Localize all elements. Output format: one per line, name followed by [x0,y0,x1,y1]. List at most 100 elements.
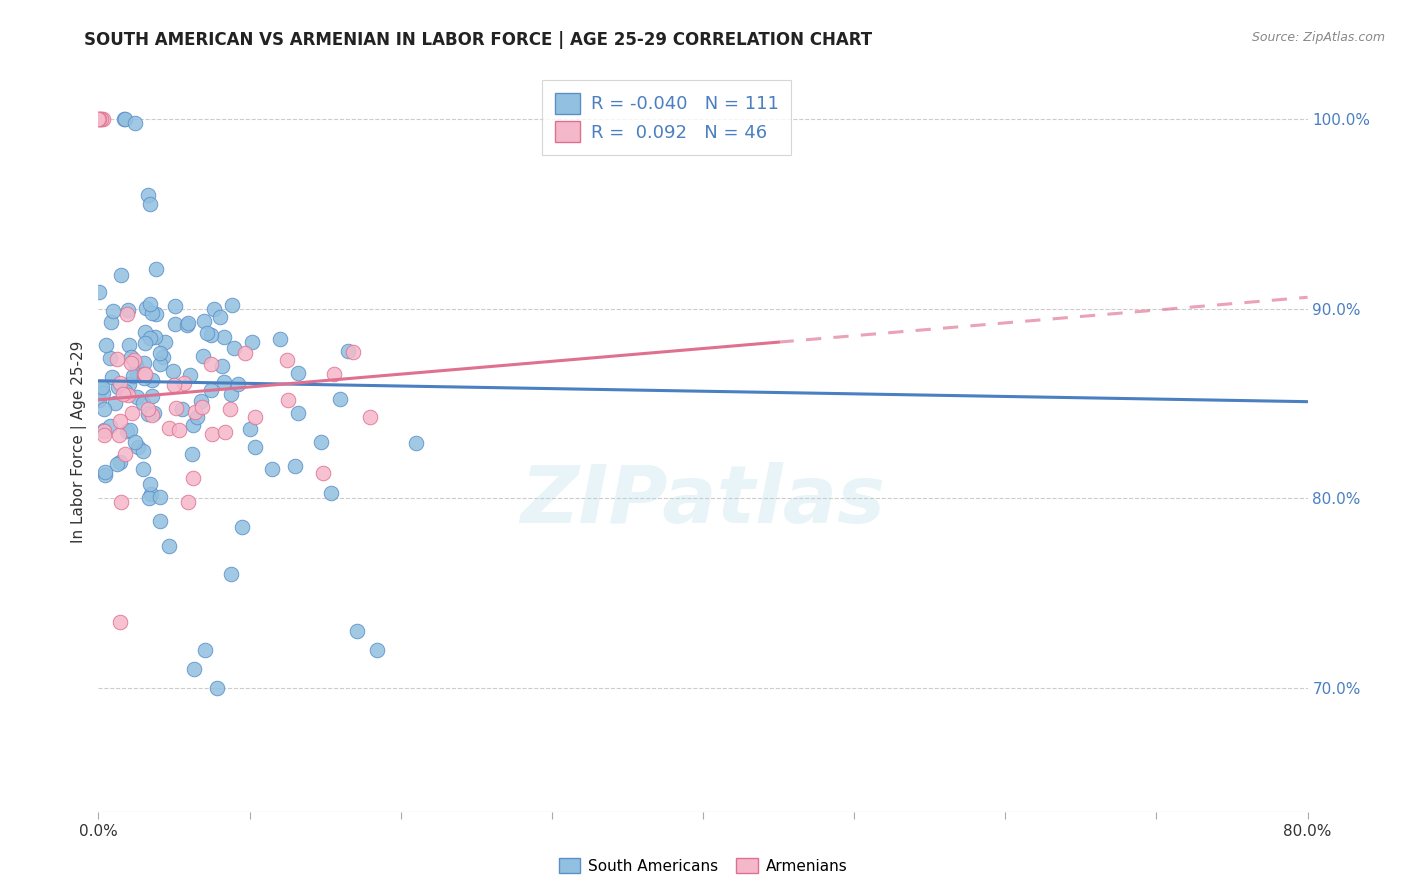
Point [240,334,263,349]
Point [105,351,128,366]
Point [139,297,162,311]
Point [181,471,204,485]
Point [90,380,112,394]
Point [112,112,135,126]
Point [96,338,118,352]
Point [212,375,235,389]
Point [100,315,122,329]
Point [173,376,195,390]
Point [138,491,160,505]
Point [122,353,145,368]
Point [115,424,138,438]
Point [167,423,190,437]
Point [114,384,136,399]
Point [108,376,131,390]
Point [219,387,242,401]
Point [209,310,232,325]
Point [152,350,174,364]
Point [93,465,115,479]
Point [118,423,141,437]
Point [107,458,129,472]
Point [141,389,163,403]
Point [138,187,160,202]
Point [87,392,110,407]
Point [200,327,222,342]
Point [157,539,180,553]
Point [131,462,153,476]
Point [312,466,335,480]
Point [287,406,309,420]
Point [165,401,187,416]
Text: SOUTH AMERICAN VS ARMENIAN IN LABOR FORCE | AGE 25-29 CORRELATION CHART: SOUTH AMERICAN VS ARMENIAN IN LABOR FORC… [84,31,873,49]
Point [107,379,129,393]
Point [260,462,283,476]
Point [336,344,359,359]
Point [163,317,186,331]
Point [93,427,115,442]
Point [157,421,180,435]
Point [124,115,146,129]
Point [162,377,184,392]
Point [202,301,225,316]
Point [103,304,125,318]
Point [195,326,218,341]
Point [134,326,156,340]
Point [193,314,215,328]
Point [143,330,166,344]
Point [91,112,114,126]
Point [127,390,149,404]
Point [136,402,159,417]
Point [108,427,131,442]
Point [221,298,243,312]
Point [132,356,155,370]
Point [87,112,110,126]
Point [118,338,141,352]
Point [149,346,172,360]
Legend: R = -0.040   N = 111, R =  0.092   N = 46: R = -0.040 N = 111, R = 0.092 N = 46 [543,80,792,154]
Point [181,417,204,432]
Point [91,385,114,400]
Point [93,423,115,437]
Point [191,401,214,415]
Point [200,357,222,371]
Point [141,408,163,422]
Point [342,345,364,359]
Point [180,447,202,461]
Point [127,440,149,454]
Point [287,366,309,380]
Point [110,494,132,508]
Point [153,334,176,349]
Point [139,331,162,345]
Point [132,367,155,381]
Point [366,643,388,657]
Point [207,681,229,696]
Point [114,112,136,126]
Point [177,495,200,509]
Point [284,458,307,473]
Point [98,419,121,434]
Point [117,303,139,318]
Point [141,373,163,387]
Text: ZIPatlas: ZIPatlas [520,462,886,540]
Point [90,112,112,126]
Point [222,341,245,355]
Point [139,487,162,501]
Point [319,485,342,500]
Point [132,443,155,458]
Point [194,643,217,657]
Point [179,368,201,383]
Point [309,434,332,449]
Point [170,402,193,417]
Point [214,425,236,440]
Point [142,406,165,420]
Point [125,366,148,380]
Point [90,112,112,126]
Point [243,410,266,425]
Point [117,307,139,321]
Point [276,353,298,368]
Point [190,393,212,408]
Point [139,197,162,211]
Point [124,434,146,449]
Point [186,410,208,425]
Point [114,447,136,461]
